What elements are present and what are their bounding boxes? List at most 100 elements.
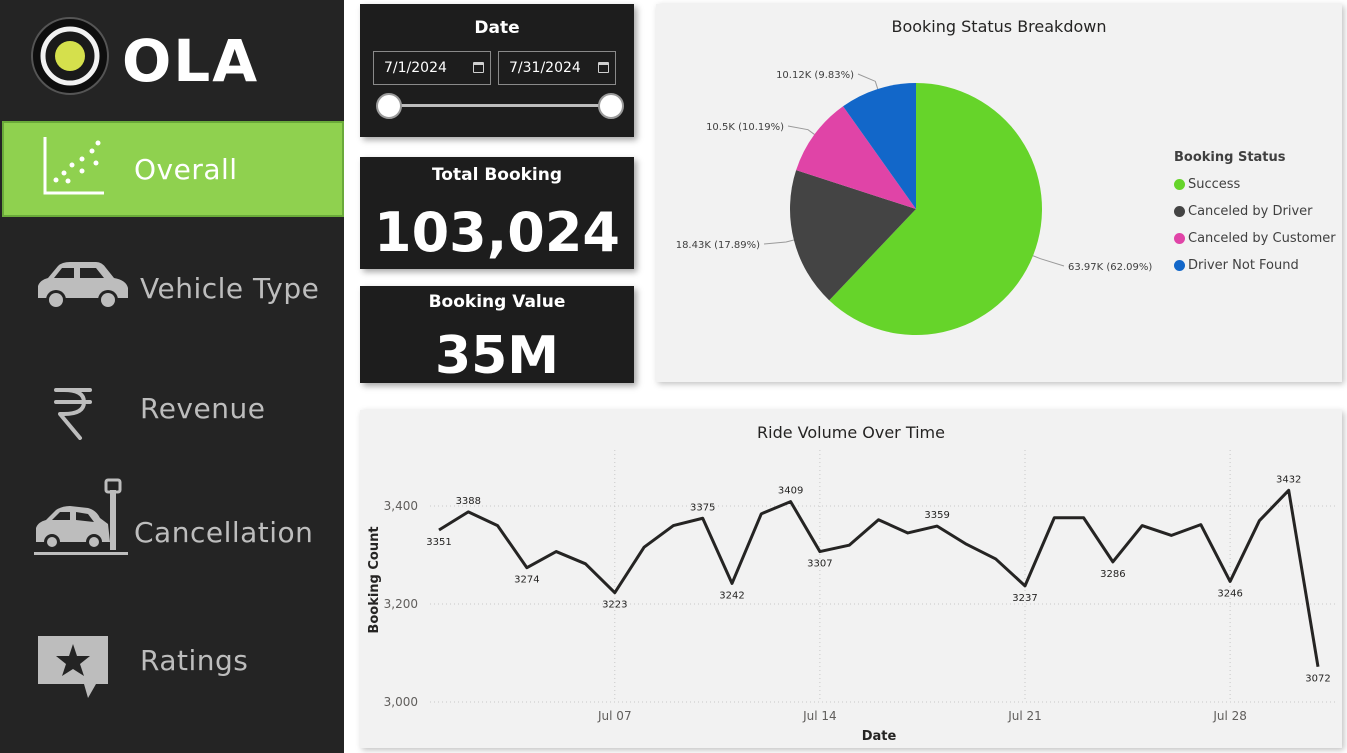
line-data-point[interactable] (845, 541, 853, 549)
line-data-label: 3246 (1217, 588, 1242, 599)
line-data-point[interactable] (1109, 558, 1117, 566)
line-data-point[interactable] (435, 526, 443, 534)
sidebar-item-ratings[interactable]: Ratings (2, 612, 344, 708)
date-range-start-handle[interactable] (376, 93, 402, 119)
line-data-point[interactable] (1226, 577, 1234, 585)
sidebar-item-label: Overall (134, 152, 238, 186)
pie-slice[interactable] (796, 106, 916, 209)
pie-data-label: 10.12K (9.83%) (776, 70, 854, 81)
line-data-point[interactable] (1050, 514, 1058, 522)
calendar-icon[interactable] (598, 62, 609, 73)
start-date-input[interactable]: 7/1/2024 (373, 51, 491, 85)
pie-slice[interactable] (790, 170, 916, 301)
pie-data-label: 18.43K (17.89%) (676, 240, 760, 251)
line-data-point[interactable] (1314, 663, 1322, 671)
legend-item-driver-not-found[interactable]: Driver Not Found (1174, 252, 1336, 279)
ride-volume-panel: Ride Volume Over Time (360, 410, 1342, 748)
line-data-point[interactable] (787, 498, 795, 506)
line-data-point[interactable] (1138, 522, 1146, 530)
sidebar-item-overall[interactable]: Overall (2, 121, 344, 217)
line-data-point[interactable] (552, 548, 560, 556)
line-data-label: 3375 (690, 502, 715, 513)
line-data-point[interactable] (1080, 514, 1088, 522)
end-date-input[interactable]: 7/31/2024 (498, 51, 616, 85)
line-data-point[interactable] (640, 543, 648, 551)
legend-item-canceled-by-driver[interactable]: Canceled by Driver (1174, 198, 1336, 225)
line-data-point[interactable] (728, 579, 736, 587)
line-data-label: 3409 (778, 486, 803, 497)
line-data-label: 3223 (602, 600, 627, 611)
line-data-point[interactable] (904, 529, 912, 537)
y-tick-label: 3,200 (384, 597, 418, 611)
legend-dot (1174, 206, 1185, 217)
start-date-value: 7/1/2024 (384, 60, 447, 76)
y-axis-title: Booking Count (367, 526, 382, 633)
pie-leader-line (763, 239, 795, 245)
date-filter-card: Date 7/1/2024 7/31/2024 (360, 4, 634, 137)
pie-slice[interactable] (843, 83, 916, 209)
legend-dot (1174, 179, 1185, 190)
line-data-label: 3274 (514, 575, 539, 586)
line-data-point[interactable] (523, 564, 531, 572)
line-data-point[interactable] (1255, 517, 1263, 525)
ride-volume-line-chart: 3,000 3,200 3,400 Jul 07 Jul 14 Jul 21 Jul 28 D… (367, 450, 1335, 744)
x-tick-label: Jul 14 (802, 709, 837, 723)
line-data-point[interactable] (1197, 521, 1205, 529)
end-date-value: 7/31/2024 (509, 60, 581, 76)
date-filter-title: Date (474, 18, 520, 38)
line-data-point[interactable] (1021, 582, 1029, 590)
legend-label: Driver Not Found (1188, 258, 1299, 273)
booking-status-pie-chart: 63.97K (62.09%) 18.43K (17.89%) 10.5K (10.… (676, 70, 1152, 335)
line-data-point[interactable] (699, 514, 707, 522)
line-chart-title: Ride Volume Over Time (757, 423, 945, 442)
legend-item-canceled-by-customer[interactable]: Canceled by Customer (1174, 225, 1336, 252)
pie-data-label: 63.97K (62.09%) (1068, 262, 1152, 273)
line-data-label: 3237 (1012, 593, 1037, 604)
sidebar: OLA Overall Vehicle Type (0, 0, 344, 753)
legend-dot (1174, 260, 1185, 271)
y-tick-label: 3,000 (384, 695, 418, 709)
line-data-point[interactable] (816, 548, 824, 556)
line-data-label: 3242 (719, 590, 744, 601)
ride-volume-line[interactable] (438, 488, 1320, 667)
scatter-chart-icon (43, 137, 104, 195)
sidebar-item-revenue[interactable]: Revenue (2, 360, 344, 456)
sidebar-item-label: Vehicle Type (140, 271, 320, 305)
line-data-point[interactable] (992, 555, 1000, 563)
line-data-point[interactable] (464, 508, 472, 516)
sidebar-item-vehicle-type[interactable]: Vehicle Type (2, 240, 344, 336)
legend-title: Booking Status (1174, 150, 1286, 165)
line-data-point[interactable] (611, 589, 619, 597)
line-data-point[interactable] (962, 540, 970, 548)
line-data-point[interactable] (757, 510, 765, 518)
booking-value-card: Booking Value 35M (360, 286, 634, 386)
line-data-point[interactable] (494, 522, 502, 530)
line-data-label: 3072 (1305, 674, 1330, 685)
x-tick-label: Jul 21 (1007, 709, 1042, 723)
line-data-point[interactable] (582, 560, 590, 568)
pie-slice[interactable] (829, 83, 1042, 335)
sidebar-item-cancellation[interactable]: Cancellation (2, 478, 344, 580)
date-range-end-handle[interactable] (598, 93, 624, 119)
date-range-slider-track[interactable] (390, 104, 612, 107)
line-data-point[interactable] (1285, 486, 1293, 494)
pie-legend: Booking Status Success Canceled by Drive… (1174, 150, 1336, 279)
line-data-label: 3388 (456, 496, 481, 507)
legend-item-success[interactable]: Success (1174, 171, 1336, 198)
total-booking-title: Total Booking (431, 165, 563, 185)
sidebar-item-label: Ratings (140, 643, 249, 677)
y-tick-label: 3,400 (384, 499, 418, 513)
car-crash-icon (34, 478, 128, 555)
pie-data-label: 10.5K (10.19%) (706, 122, 784, 133)
line-data-label: 3307 (807, 559, 832, 570)
legend-label: Canceled by Driver (1188, 204, 1313, 219)
line-data-point[interactable] (875, 516, 883, 524)
line-data-label: 3286 (1100, 569, 1125, 580)
calendar-icon[interactable] (473, 62, 484, 73)
line-data-point[interactable] (1168, 531, 1176, 539)
legend-label: Canceled by Customer (1188, 231, 1336, 246)
line-data-label: 3359 (924, 510, 949, 521)
line-data-point[interactable] (669, 522, 677, 530)
line-data-point[interactable] (933, 522, 941, 530)
